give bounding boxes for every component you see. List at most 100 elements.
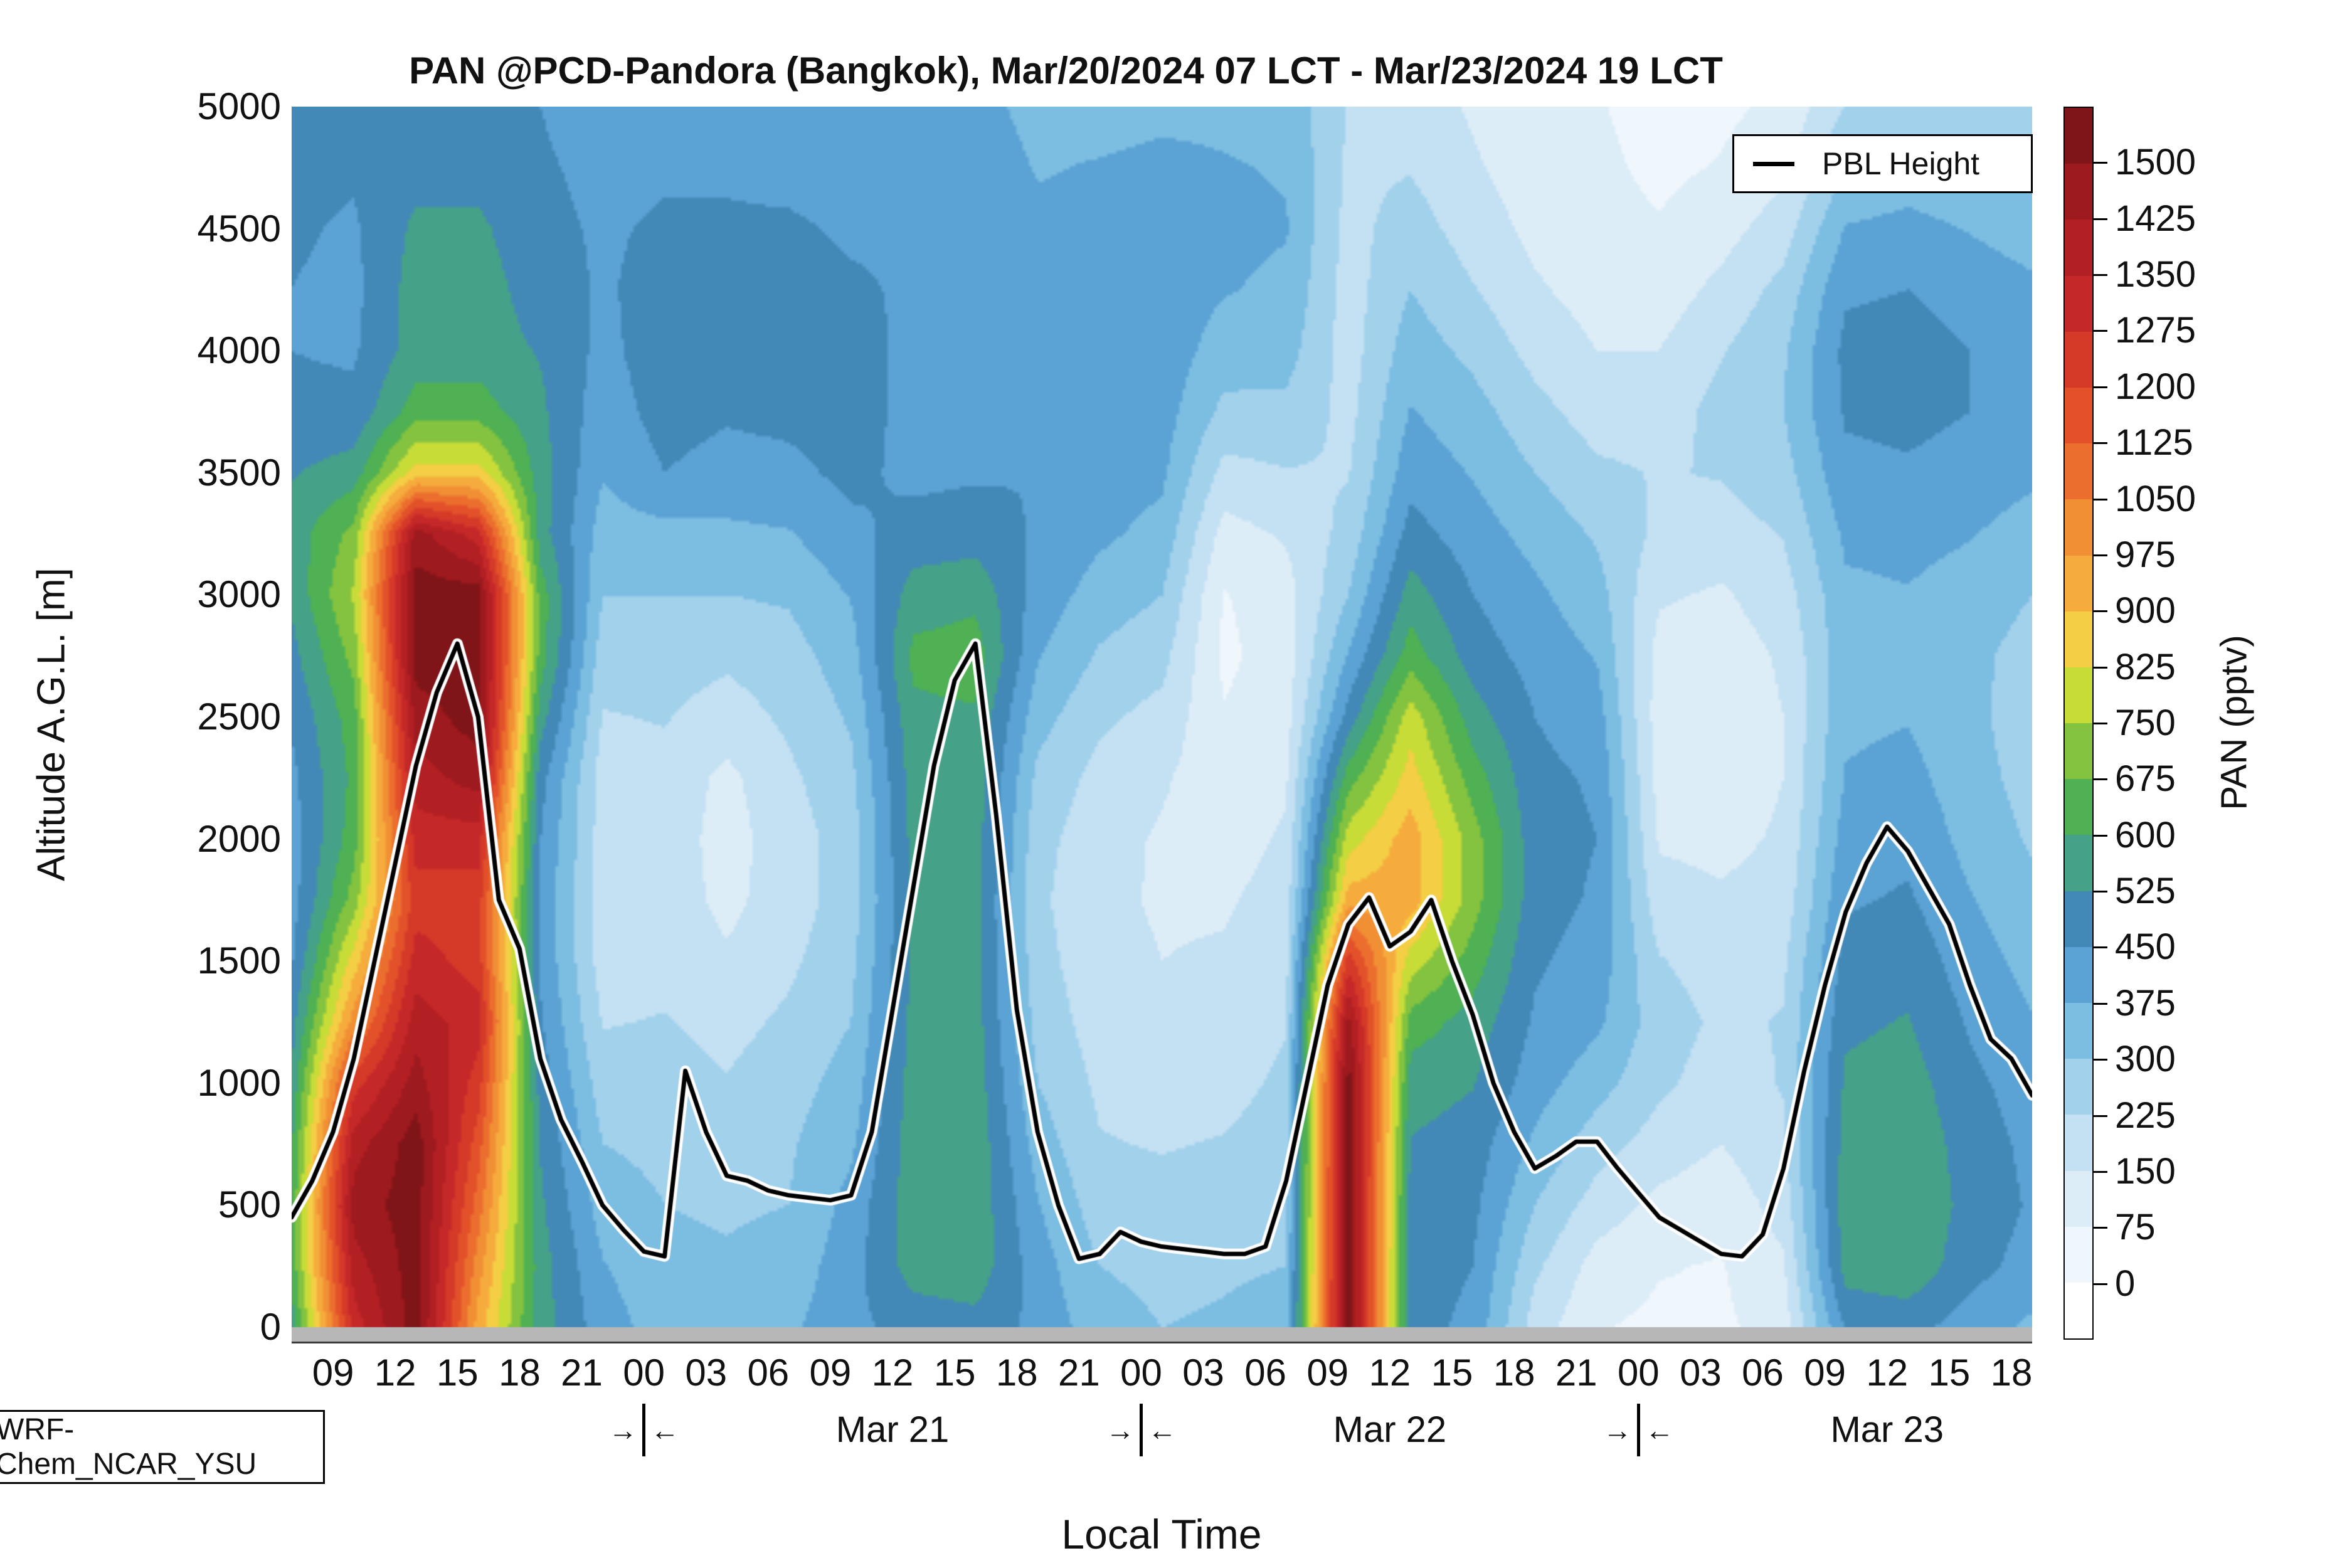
colorbar-band <box>2065 835 2092 891</box>
colorbar-tick-label: 450 <box>2115 926 2176 968</box>
colorbar-band <box>2065 723 2092 780</box>
x-tick-label: 15 <box>1431 1352 1473 1394</box>
day-separator: → ← <box>581 1404 707 1456</box>
x-tick-label: 12 <box>374 1352 416 1394</box>
colorbar-tick-label: 75 <box>2115 1207 2156 1248</box>
left-arrow-icon: ← <box>650 1414 680 1446</box>
legend-label: PBL Height <box>1822 146 1980 181</box>
colorbar-tick <box>2094 1227 2107 1229</box>
x-tick-label: 15 <box>1928 1352 1971 1394</box>
colorbar-tick <box>2094 498 2107 501</box>
colorbar-tick <box>2094 1115 2107 1117</box>
x-axis-line <box>292 1342 2032 1343</box>
colorbar-tick <box>2094 162 2107 164</box>
colorbar-band <box>2065 1226 2092 1283</box>
left-arrow-icon: ← <box>1147 1414 1177 1446</box>
colorbar-tick <box>2094 778 2107 781</box>
colorbar-tick-label: 975 <box>2115 534 2176 575</box>
y-tick-label: 0 <box>260 1306 281 1348</box>
x-tick-label: 00 <box>1617 1352 1660 1394</box>
x-tick-label: 06 <box>1244 1352 1287 1394</box>
x-tick-label: 12 <box>1866 1352 1909 1394</box>
day-label: Mar 22 <box>1333 1409 1447 1450</box>
day-label: Mar 23 <box>1830 1409 1944 1450</box>
colorbar-band <box>2065 779 2092 835</box>
y-tick-label: 500 <box>218 1184 281 1226</box>
colorbar-band <box>2065 1170 2092 1227</box>
colorbar-tick <box>2094 1059 2107 1061</box>
colorbar-tick <box>2094 274 2107 277</box>
contour-field-canvas <box>292 107 2032 1342</box>
x-tick-label: 18 <box>1990 1352 2033 1394</box>
x-tick-label: 06 <box>1742 1352 1784 1394</box>
colorbar <box>2063 107 2094 1340</box>
colorbar-tick <box>2094 1170 2107 1173</box>
colorbar-tick-label: 525 <box>2115 871 2176 912</box>
colorbar-band <box>2065 1003 2092 1059</box>
colorbar-band <box>2065 1115 2092 1171</box>
colorbar-tick-label: 1050 <box>2115 478 2196 519</box>
x-tick-label: 15 <box>436 1352 479 1394</box>
x-tick-label: 03 <box>1680 1352 1722 1394</box>
y-tick-label: 5000 <box>197 85 281 127</box>
x-tick-label: 18 <box>499 1352 541 1394</box>
x-tick-label: 03 <box>1182 1352 1224 1394</box>
colorbar-tick <box>2094 610 2107 613</box>
x-tick-label: 12 <box>871 1352 914 1394</box>
colorbar-band <box>2065 667 2092 724</box>
x-tick-label: 15 <box>933 1352 976 1394</box>
y-tick-label: 4000 <box>197 329 281 372</box>
colorbar-tick-label: 1200 <box>2115 366 2196 407</box>
colorbar-tick-label: 1350 <box>2115 254 2196 295</box>
y-tick-label: 1000 <box>197 1061 281 1104</box>
colorbar-tick-label: 750 <box>2115 702 2176 743</box>
colorbar-tick-label: 0 <box>2115 1263 2136 1304</box>
colorbar-title: PAN (pptv) <box>2213 635 2255 810</box>
y-tick-label: 3500 <box>197 451 281 494</box>
x-tick-label: 00 <box>1120 1352 1162 1394</box>
y-tick-label: 3000 <box>197 573 281 616</box>
colorbar-band <box>2065 499 2092 556</box>
right-arrow-icon: → <box>608 1414 638 1446</box>
x-tick-label: 18 <box>1493 1352 1535 1394</box>
colorbar-tick-label: 1275 <box>2115 310 2196 351</box>
day-label: Mar 21 <box>835 1409 950 1450</box>
x-tick-label: 06 <box>747 1352 790 1394</box>
x-tick-label: 21 <box>1057 1352 1100 1394</box>
x-axis-title: Local Time <box>1061 1511 1262 1557</box>
y-tick-label: 2500 <box>197 696 281 738</box>
day-separator: → ← <box>1078 1404 1204 1456</box>
colorbar-tick-label: 825 <box>2115 646 2176 687</box>
colorbar-tick-label: 675 <box>2115 758 2176 800</box>
x-tick-label: 09 <box>1804 1352 1846 1394</box>
y-axis-title: Altitude A.G.L. [m] <box>29 568 73 881</box>
model-label: WRF-Chem_NCAR_YSU <box>0 1413 257 1481</box>
colorbar-band <box>2065 220 2092 276</box>
x-tick-label: 03 <box>685 1352 728 1394</box>
right-arrow-icon: → <box>1105 1414 1135 1446</box>
colorbar-band <box>2065 387 2092 444</box>
colorbar-tick <box>2094 218 2107 220</box>
model-label-box: WRF-Chem_NCAR_YSU <box>0 1410 325 1484</box>
colorbar-band <box>2065 1282 2092 1339</box>
x-tick-label: 00 <box>623 1352 665 1394</box>
colorbar-tick <box>2094 554 2107 556</box>
colorbar-band <box>2065 331 2092 388</box>
x-tick-label: 12 <box>1369 1352 1411 1394</box>
colorbar-tick <box>2094 1002 2107 1005</box>
separator-bar-icon <box>642 1404 646 1456</box>
colorbar-tick <box>2094 666 2107 669</box>
colorbar-band <box>2065 946 2092 1003</box>
right-arrow-icon: → <box>1602 1414 1632 1446</box>
day-separator: → ← <box>1576 1404 1701 1456</box>
colorbar-tick-label: 1125 <box>2115 422 2193 464</box>
colorbar-band <box>2065 108 2092 164</box>
colorbar-band <box>2065 555 2092 612</box>
colorbar-tick-label: 600 <box>2115 814 2176 856</box>
colorbar-tick-label: 375 <box>2115 982 2176 1024</box>
x-tick-label: 21 <box>561 1352 603 1394</box>
colorbar-band <box>2065 275 2092 332</box>
colorbar-tick <box>2094 330 2107 332</box>
y-tick-label: 2000 <box>197 817 281 860</box>
